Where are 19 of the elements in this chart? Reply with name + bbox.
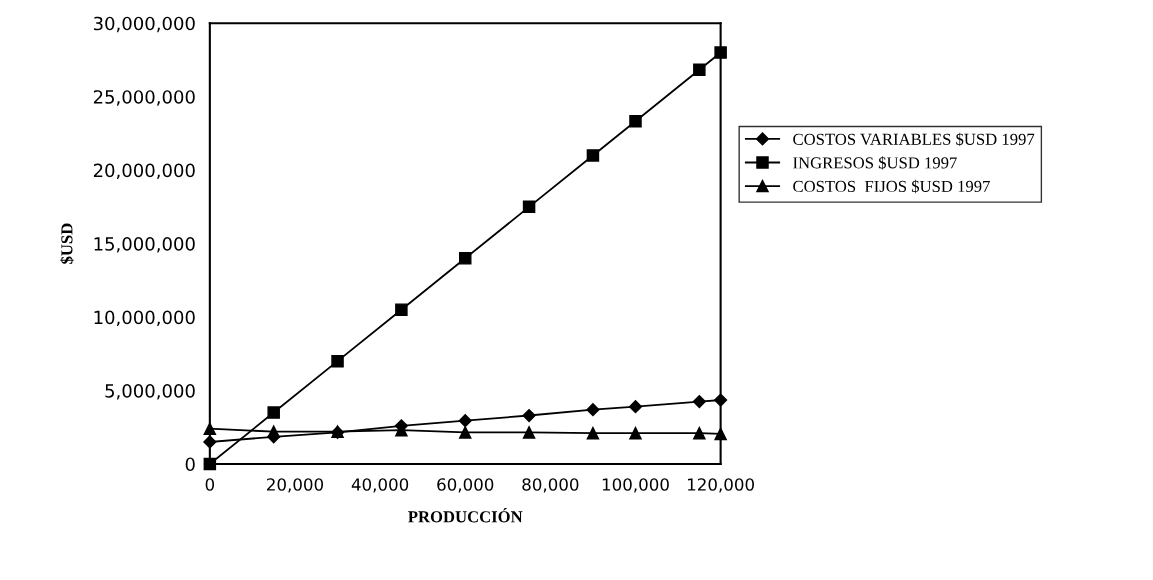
x-tick-label: 60,000	[437, 478, 494, 493]
x-tick-label: 0	[205, 478, 215, 491]
y-tick-label: 20,000,000	[93, 163, 195, 180]
x-tick-label: 120,000	[687, 478, 754, 493]
legend-label: COSTOS FIJOS $USD 1997	[793, 179, 990, 194]
x-tick-label: 100,000	[602, 478, 669, 493]
y-tick-label: 5,000,000	[105, 383, 195, 400]
legend-label: COSTOS VARIABLES $USD 1997	[793, 132, 1035, 147]
y-tick-label: 10,000,000	[94, 310, 195, 327]
x-tick-label: 80,000	[522, 478, 579, 493]
y-tick-label: 30,000,000	[93, 16, 195, 33]
x-tick-label: 20,000	[267, 478, 324, 493]
y-tick-label: 15,000,000	[94, 237, 195, 253]
y-axis-title: $USD	[60, 223, 74, 264]
y-tick-label: 25,000,000	[93, 90, 195, 106]
x-tick-label: 40,000	[351, 478, 409, 493]
legend-label: INGRESOS $USD 1997	[793, 156, 957, 170]
y-tick-label: 0	[185, 457, 195, 472]
x-axis-title: PRODUCCIÓN	[408, 508, 523, 523]
